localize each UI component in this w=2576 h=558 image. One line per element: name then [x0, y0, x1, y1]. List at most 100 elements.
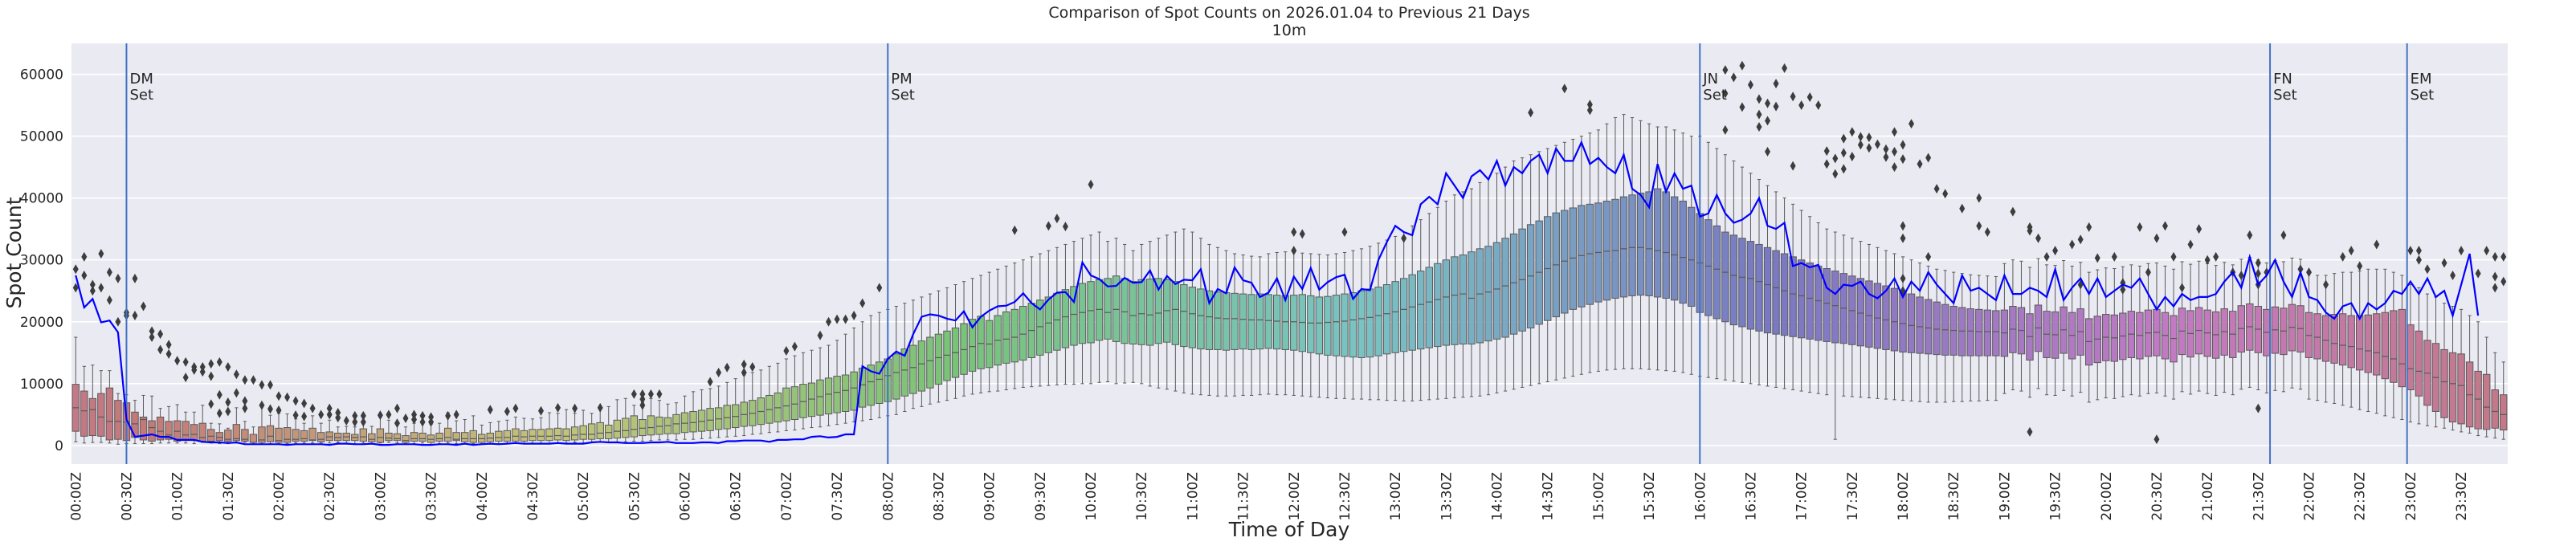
outlier-point: [656, 389, 663, 399]
box: [943, 287, 951, 401]
outlier-point: [1756, 122, 1762, 132]
box-iqr: [1916, 296, 1924, 354]
box: [1298, 252, 1307, 397]
x-tick-label: 00:30Z: [119, 472, 135, 521]
box: [1255, 256, 1264, 396]
box-iqr: [334, 432, 342, 442]
box: [1848, 238, 1856, 397]
outlier-point: [2441, 258, 2447, 268]
box-iqr: [926, 336, 934, 389]
x-tick-label: 05:00Z: [576, 472, 592, 521]
box-iqr: [1679, 201, 1687, 304]
box: [1645, 123, 1653, 370]
box-iqr: [2313, 313, 2321, 360]
box-iqr: [2398, 308, 2407, 388]
outlier-point: [707, 377, 713, 387]
box: [2127, 264, 2136, 396]
box-iqr: [1713, 225, 1721, 320]
box-iqr: [1636, 192, 1645, 296]
outlier-point: [2492, 271, 2498, 282]
outlier-point: [2255, 268, 2261, 279]
outlier-point: [2120, 284, 2126, 295]
outlier-point: [318, 409, 325, 420]
outlier-point: [2027, 226, 2033, 236]
box-iqr: [1856, 278, 1865, 347]
box-iqr: [1408, 274, 1416, 351]
box: [1518, 157, 1526, 388]
box-iqr: [876, 361, 884, 404]
box: [2330, 273, 2338, 404]
box: [452, 420, 460, 445]
outlier-point: [411, 414, 418, 425]
x-tick-label: 23:30Z: [2454, 472, 2470, 521]
box: [807, 349, 816, 429]
y-axis-label: Spot Count: [2, 197, 26, 308]
outlier-point: [326, 409, 333, 420]
outlier-point: [208, 359, 214, 369]
box: [2381, 268, 2390, 417]
outlier-point: [1730, 72, 1737, 83]
outlier-point: [2069, 239, 2076, 250]
y-tick-label: 60000: [20, 67, 63, 83]
outlier-point: [2280, 230, 2287, 240]
outlier-point: [216, 356, 222, 367]
outlier-point: [2077, 234, 2084, 245]
outlier-point: [242, 403, 248, 413]
box-iqr: [2390, 310, 2398, 383]
box-iqr: [1688, 206, 1696, 307]
box-iqr: [88, 397, 97, 437]
box: [1780, 198, 1789, 389]
box-iqr: [2440, 348, 2448, 418]
outlier-point: [1739, 60, 1745, 71]
box: [2246, 257, 2254, 388]
box: [2347, 271, 2355, 408]
outlier-point: [631, 389, 637, 399]
outlier-point: [1883, 152, 1889, 162]
box: [782, 358, 790, 431]
box: [334, 426, 342, 443]
x-tick-label: 10:00Z: [1084, 472, 1100, 521]
box-iqr: [850, 371, 858, 411]
box-iqr: [1146, 279, 1154, 346]
box: [2034, 258, 2043, 389]
box-iqr: [198, 422, 206, 442]
box-iqr: [1619, 196, 1628, 298]
box: [1492, 173, 1501, 393]
box: [402, 426, 410, 445]
box-iqr: [1746, 241, 1755, 330]
box: [909, 299, 917, 409]
x-tick-label: 09:30Z: [1033, 472, 1049, 521]
boxes: [71, 114, 2508, 445]
box-iqr: [1247, 294, 1255, 350]
outlier-point: [1773, 79, 1779, 89]
box-iqr: [587, 423, 596, 440]
x-tick-label: 11:00Z: [1185, 472, 1201, 521]
outlier-point: [81, 251, 88, 262]
outlier-point: [182, 373, 189, 383]
outlier-point: [1815, 100, 1822, 111]
outlier-point: [1341, 227, 1348, 238]
outlier-point: [335, 413, 341, 423]
outlier-point: [2458, 246, 2464, 256]
box-iqr: [1154, 278, 1162, 344]
box: [1958, 273, 1966, 402]
box: [2280, 261, 2288, 393]
box: [1806, 216, 1814, 393]
box: [663, 403, 672, 441]
x-tick-label: 08:00Z: [880, 472, 896, 521]
x-tick-label: 21:00Z: [2200, 472, 2216, 521]
outlier-point: [453, 409, 459, 420]
box-iqr: [816, 379, 824, 416]
outlier-point: [2035, 233, 2042, 243]
box-iqr: [1129, 281, 1137, 345]
outlier-point: [419, 417, 426, 427]
outlier-point: [2484, 246, 2490, 256]
box-iqr: [427, 434, 435, 443]
box: [80, 365, 88, 444]
outlier-point: [352, 410, 358, 421]
box: [757, 369, 765, 434]
outlier-point: [1586, 100, 1593, 110]
box-iqr: [2355, 315, 2364, 371]
box-iqr: [275, 427, 283, 443]
x-tick-label: 11:30Z: [1236, 472, 1252, 521]
